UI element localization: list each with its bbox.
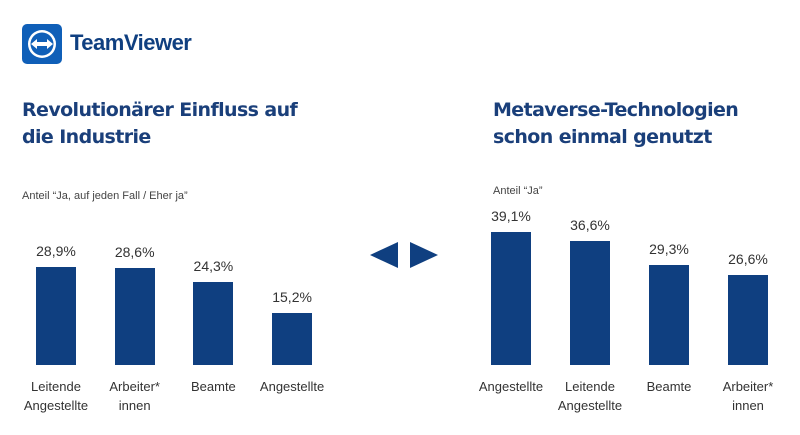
value-label: 24,3% — [193, 258, 234, 275]
category-label: Angestellte — [259, 379, 325, 394]
chart-subtitle: Anteil “Ja, auf jeden Fall / Eher ja” — [22, 190, 188, 202]
category-label: Arbeiter* innen — [109, 379, 160, 413]
chart-title: Revolutionärer Einfluss auf die Industri… — [22, 99, 298, 148]
category-label: Beamte — [646, 379, 692, 394]
bar — [491, 232, 531, 365]
bar — [272, 313, 313, 365]
nav-arrows — [370, 242, 438, 268]
category-label: Leitende Angestellte — [557, 379, 623, 413]
value-label: 39,1% — [491, 208, 531, 225]
category-label: Beamte — [190, 379, 236, 394]
bar — [728, 274, 768, 365]
category-label: Arbeiter* innen — [722, 379, 774, 413]
category-label: Leitende Angestellte — [23, 379, 89, 413]
value-label: 36,6% — [570, 216, 610, 233]
bar — [570, 240, 610, 365]
bar — [114, 267, 155, 365]
value-label: 28,9% — [36, 242, 76, 259]
bar — [193, 282, 234, 365]
value-label: 26,6% — [728, 250, 768, 267]
value-label: 29,3% — [649, 241, 689, 258]
value-label: 15,2% — [272, 289, 312, 306]
chart-title: Metaverse-Technologien schon einmal genu… — [493, 99, 739, 148]
value-label: 28,6% — [114, 243, 155, 260]
logo-text: TeamViewer — [70, 30, 192, 55]
bar — [649, 265, 689, 365]
logo-icon — [22, 24, 62, 64]
chart-subtitle: Anteil “Ja” — [493, 185, 543, 197]
bar — [36, 266, 76, 365]
category-label: Angestellte — [478, 379, 544, 394]
